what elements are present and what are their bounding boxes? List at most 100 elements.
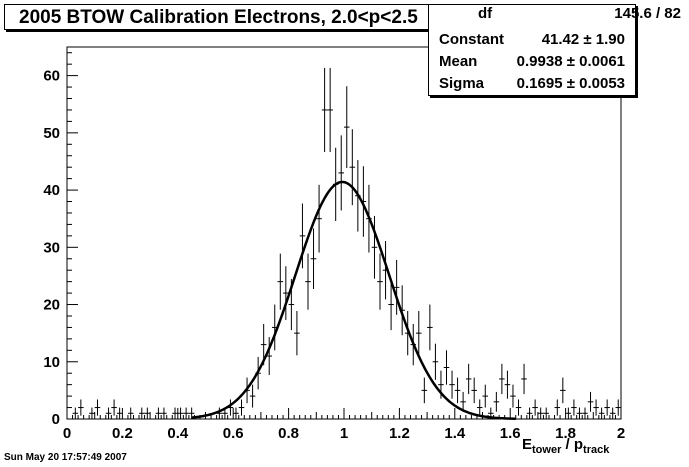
data-point <box>116 407 123 419</box>
data-point <box>388 278 394 331</box>
data-point <box>465 363 472 395</box>
data-point <box>416 310 422 356</box>
x-tick-label: 0.6 <box>223 425 244 442</box>
chart-title: 2005 BTOW Calibration Electrons, 2.0<p<2… <box>4 4 480 30</box>
data-point <box>471 377 477 404</box>
data-point <box>565 407 572 419</box>
data-point <box>421 377 428 404</box>
x-tick-label: 1.4 <box>444 425 466 442</box>
data-points <box>72 67 621 420</box>
stats-label-sigma: Sigma <box>439 75 485 92</box>
data-point <box>443 350 450 385</box>
data-point <box>476 399 483 416</box>
data-point <box>89 407 95 419</box>
data-point <box>510 384 516 408</box>
x-tick-label: 1.8 <box>555 425 576 442</box>
y-axis: 0 10 20 30 40 50 60 <box>43 52 78 428</box>
data-point <box>576 407 583 419</box>
stats-row-constant: Constant 41.42 ± 1.90 <box>439 31 625 53</box>
stats-row-mean: Mean 0.9938 ± 0.0061 <box>439 53 625 75</box>
y-tick-label: 20 <box>43 297 60 314</box>
data-point <box>371 215 378 279</box>
x-tick-label: 2 <box>617 425 625 442</box>
data-point <box>72 407 79 419</box>
stats-row-sigma: Sigma 0.1695 ± 0.0053 <box>439 75 625 97</box>
data-point <box>571 399 577 416</box>
x-axis-title-e: E <box>522 436 533 453</box>
data-point <box>321 67 328 153</box>
data-point <box>582 407 588 419</box>
data-point <box>393 259 400 315</box>
data-point <box>609 407 616 419</box>
data-point <box>427 304 433 351</box>
x-tick-label: 1.2 <box>389 425 410 442</box>
data-point <box>532 399 538 416</box>
data-point <box>537 407 544 419</box>
data-point <box>604 399 610 416</box>
data-point <box>105 407 112 419</box>
y-tick-label: 0 <box>52 411 60 428</box>
y-tick-label: 50 <box>43 125 60 142</box>
stats-value-constant: 41.42 ± 1.90 <box>541 31 625 48</box>
data-point <box>127 407 134 419</box>
x-tick-label: 0 <box>63 425 71 442</box>
data-point <box>593 399 599 416</box>
data-point <box>344 86 350 168</box>
data-point <box>460 391 466 412</box>
x-axis-title: Etower / ptrack <box>522 436 609 456</box>
gaussian-fit-curve <box>191 180 516 420</box>
y-tick-label: 60 <box>43 68 60 85</box>
stats-label-df: df <box>478 5 493 22</box>
x-tick-label: 1 <box>340 425 348 442</box>
data-point <box>377 253 383 310</box>
data-point <box>560 377 566 404</box>
data-point <box>78 399 84 416</box>
data-point <box>305 253 311 310</box>
data-point <box>482 384 489 408</box>
stats-value-sigma: 0.1695 ± 0.0053 <box>516 75 625 92</box>
data-point <box>266 337 272 376</box>
data-point <box>521 363 527 395</box>
stats-label-mean: Mean <box>439 53 478 70</box>
data-point <box>94 399 101 416</box>
data-point <box>139 407 145 419</box>
data-point <box>233 407 239 419</box>
data-point <box>277 253 284 310</box>
fit-stats-box: Constant 41.42 ± 1.90 Mean 0.9938 ± 0.00… <box>428 4 636 96</box>
data-point <box>144 407 151 419</box>
data-point <box>177 407 184 419</box>
data-point <box>587 391 594 412</box>
x-tick-label: 0.8 <box>278 425 299 442</box>
data-point <box>615 399 621 416</box>
plot-frame <box>66 46 622 420</box>
stats-value-mean: 0.9938 ± 0.0061 <box>516 53 625 70</box>
data-point <box>349 129 356 206</box>
data-point <box>499 363 505 395</box>
y-tick-label: 10 <box>43 354 60 371</box>
x-axis: 0 0.2 0.4 0.6 0.8 1 1.2 1.4 1.6 1.8 2 <box>63 408 625 442</box>
data-point <box>554 399 561 416</box>
x-tick-label: 1.6 <box>500 425 521 442</box>
y-tick-label: 30 <box>43 239 60 256</box>
data-point <box>526 407 533 419</box>
data-point <box>543 407 549 419</box>
data-point <box>111 399 117 416</box>
data-point <box>316 184 322 253</box>
data-point <box>449 370 455 399</box>
data-point <box>598 407 605 419</box>
x-tick-label: 0.4 <box>167 425 189 442</box>
x-axis-title-sub-track: track <box>583 444 610 456</box>
data-point <box>338 135 344 211</box>
data-point <box>283 266 289 320</box>
x-tick-label: 0.2 <box>112 425 133 442</box>
data-point <box>515 399 522 416</box>
y-tick-label: 40 <box>43 182 60 199</box>
data-point <box>493 391 500 412</box>
stats-value-df: 145.6 / 82 <box>614 5 681 22</box>
data-point <box>454 377 461 404</box>
data-point <box>432 343 439 380</box>
data-point <box>183 407 189 419</box>
x-axis-title-sub-tower: tower <box>532 444 562 456</box>
data-point <box>294 310 300 356</box>
